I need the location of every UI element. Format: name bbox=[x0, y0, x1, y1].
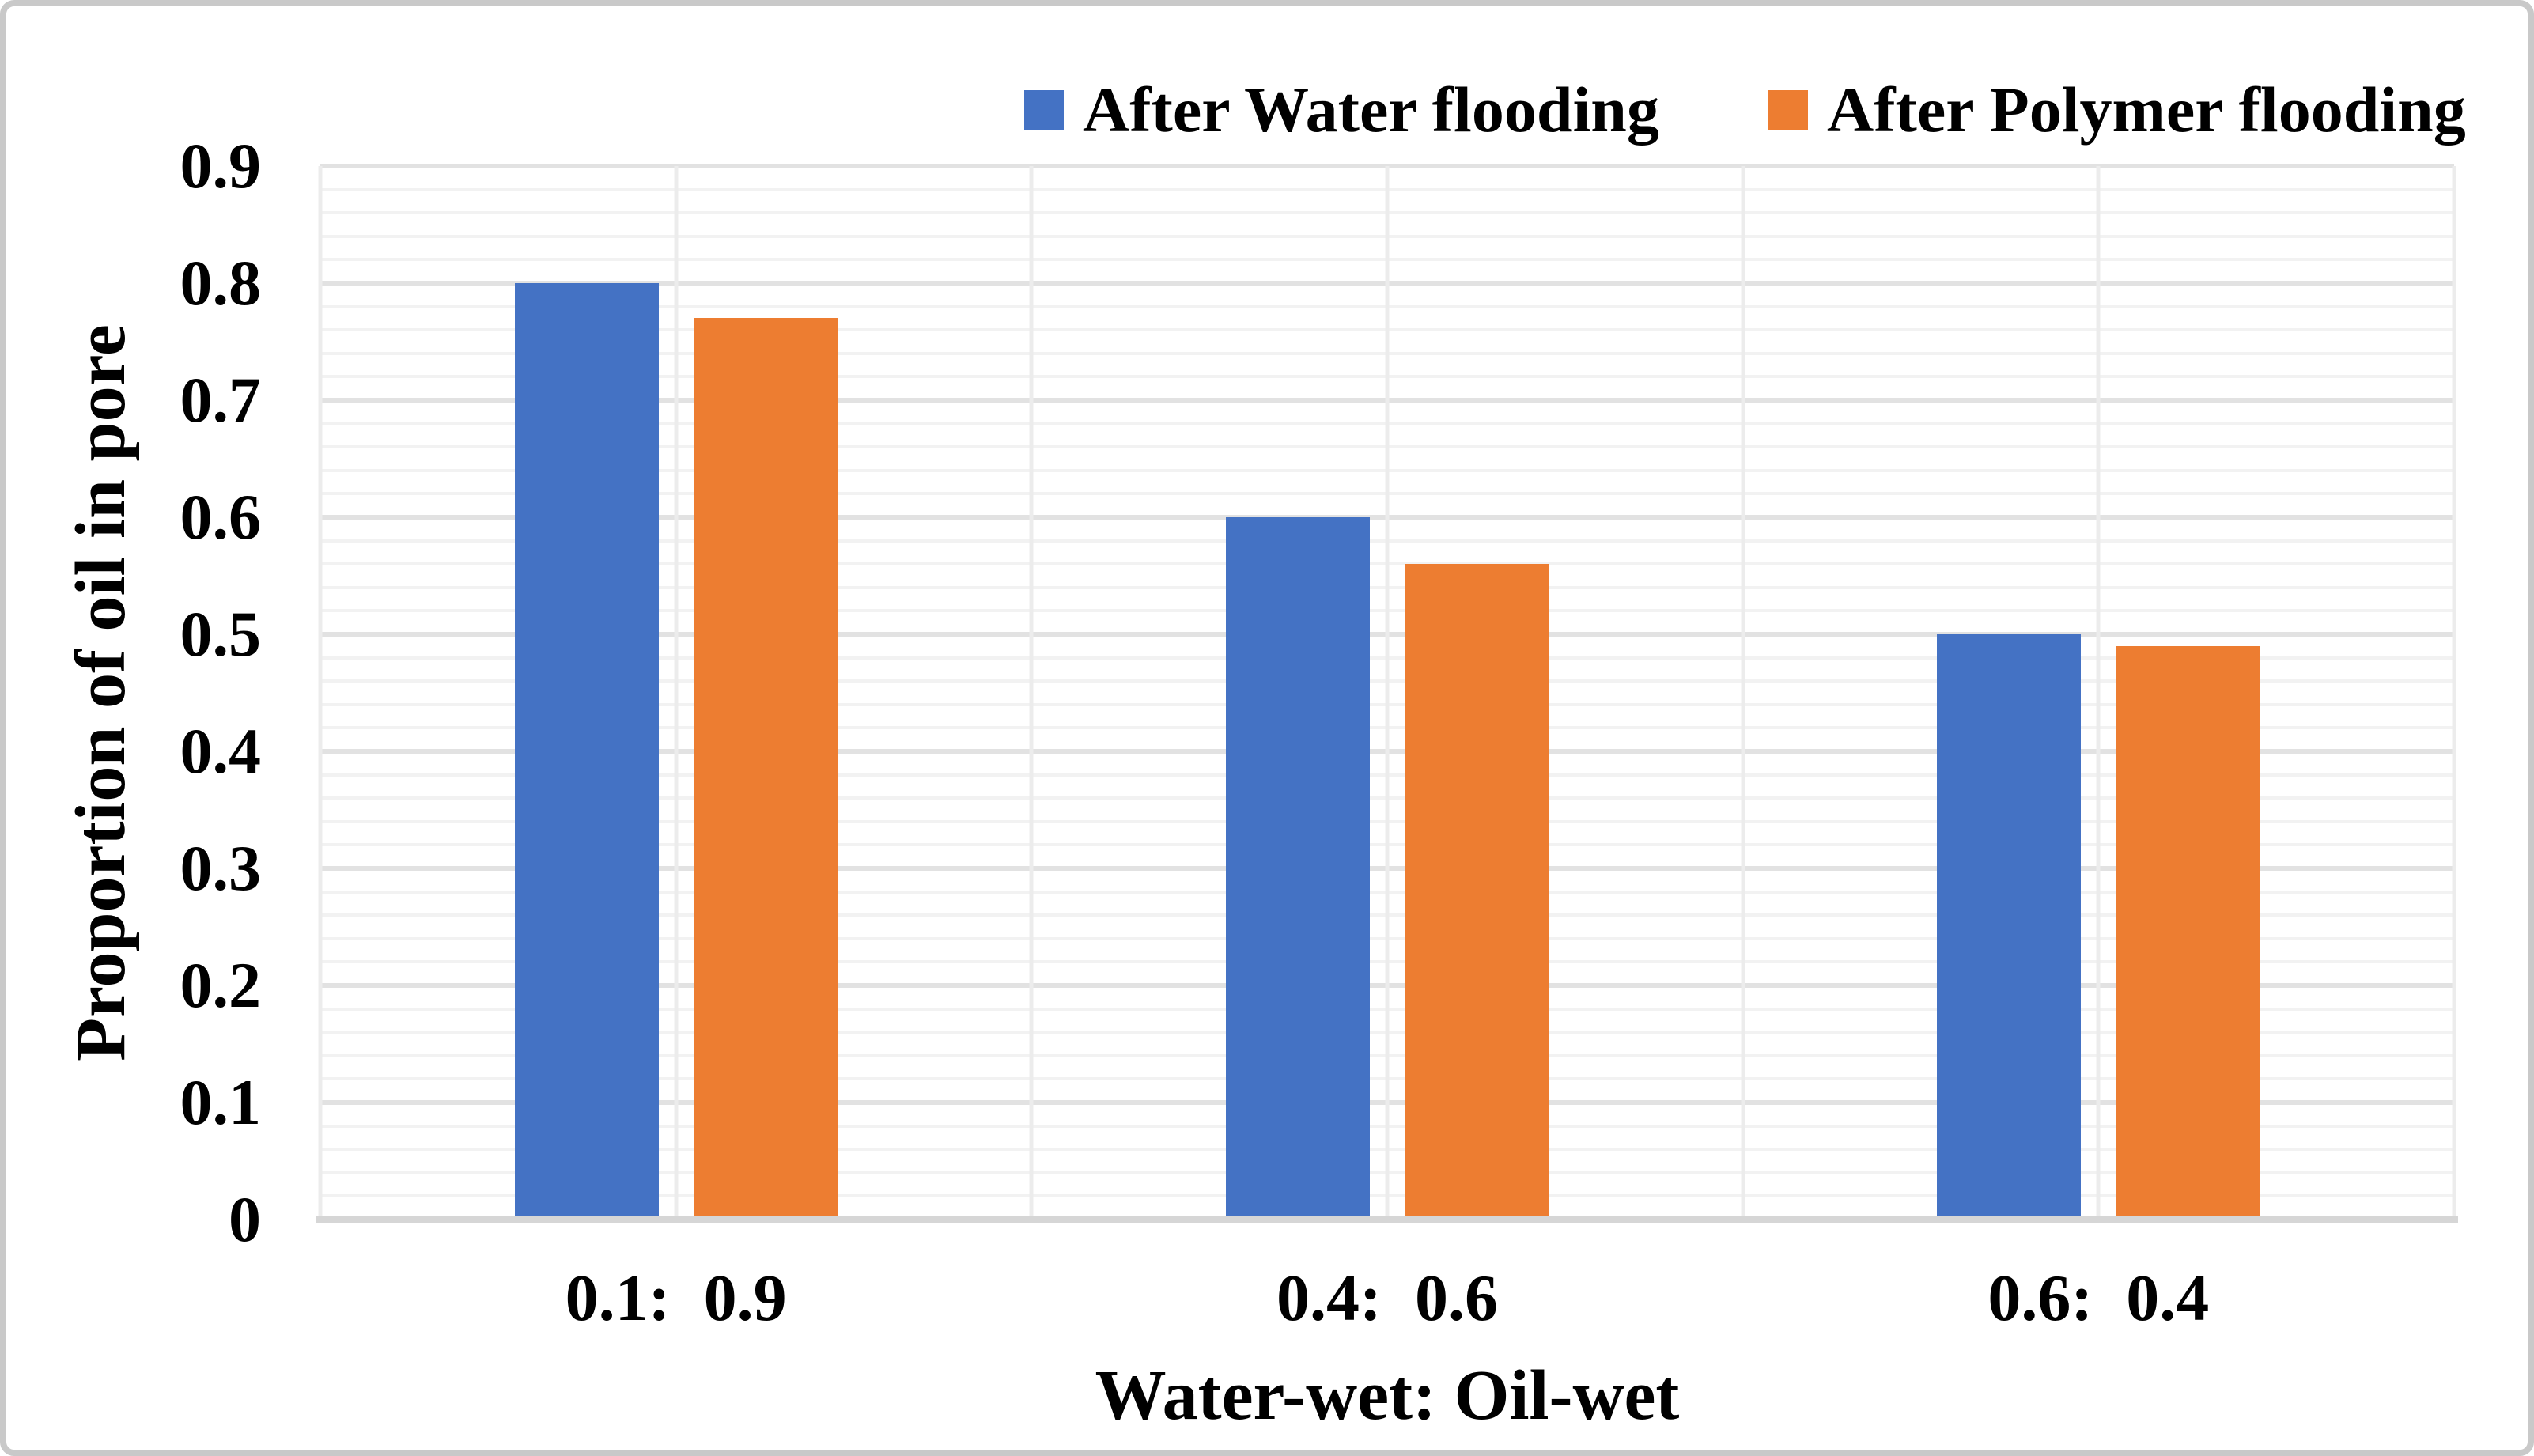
y-tick-label: 0.3 bbox=[180, 832, 262, 904]
bar-polymer-flooding-group2 bbox=[1405, 564, 1549, 1220]
legend-swatch-polymer-icon bbox=[1768, 90, 1808, 130]
x-axis-title: Water-wet: Oil-wet bbox=[1095, 1356, 1680, 1435]
bar-polymer-flooding-group1 bbox=[694, 318, 838, 1220]
y-tick-label: 0.2 bbox=[180, 949, 262, 1021]
bar-water-flooding-group3 bbox=[1937, 634, 2081, 1220]
x-gridline bbox=[674, 166, 679, 1220]
y-axis-title: Proportion of oil in pore bbox=[62, 324, 140, 1061]
x-category-label: 0.4: 0.6 bbox=[1276, 1261, 1498, 1335]
y-tick-label: 0.7 bbox=[180, 364, 262, 436]
y-tick-label: 0 bbox=[229, 1183, 261, 1255]
legend-swatch-water-icon bbox=[1024, 90, 1064, 130]
legend-label-polymer: After Polymer flooding bbox=[1827, 74, 2466, 146]
y-tick-label: 0.5 bbox=[180, 598, 262, 670]
x-category-label: 0.6: 0.4 bbox=[1987, 1261, 2210, 1335]
x-gridline bbox=[2096, 166, 2101, 1220]
y-tick-label: 0.1 bbox=[180, 1066, 262, 1138]
x-axis-line bbox=[316, 1216, 2458, 1223]
bar-water-flooding-group1 bbox=[515, 283, 659, 1220]
legend-label-water: After Water flooding bbox=[1083, 74, 1659, 146]
y-tick-label: 0.9 bbox=[180, 130, 262, 202]
bar-polymer-flooding-group3 bbox=[2116, 645, 2260, 1220]
x-gridline bbox=[1029, 166, 1034, 1220]
x-gridline bbox=[1385, 166, 1390, 1220]
y-tick-label: 0.8 bbox=[180, 247, 262, 319]
x-category-label: 0.1: 0.9 bbox=[565, 1261, 787, 1335]
y-tick-label: 0.4 bbox=[180, 715, 262, 787]
x-gridline bbox=[1741, 166, 1745, 1220]
x-gridline bbox=[318, 166, 323, 1220]
legend-item-after-polymer-flooding: After Polymer flooding bbox=[1768, 78, 2466, 142]
plot-area bbox=[316, 164, 2458, 1223]
y-tick-label: 0.6 bbox=[180, 481, 262, 553]
bar-water-flooding-group2 bbox=[1226, 517, 1370, 1220]
x-gridline bbox=[2452, 166, 2456, 1220]
legend-item-after-water-flooding: After Water flooding bbox=[1024, 78, 1659, 142]
